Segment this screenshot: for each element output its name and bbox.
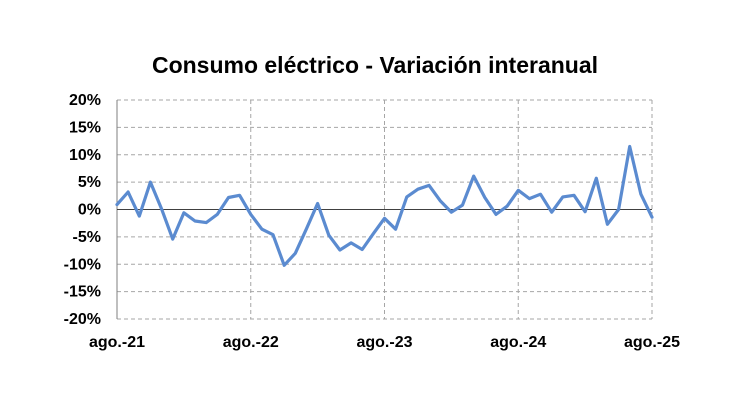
- axes: [116, 100, 652, 319]
- data-point: [338, 249, 341, 252]
- data-point: [461, 204, 464, 207]
- data-point: [517, 189, 520, 192]
- x-tick-label: ago.-23: [356, 334, 412, 351]
- data-point: [450, 211, 453, 214]
- data-point: [651, 216, 654, 219]
- data-point: [238, 194, 241, 197]
- data-point: [372, 232, 375, 235]
- data-point: [428, 184, 431, 187]
- data-point: [506, 205, 509, 208]
- y-tick-label: 10%: [69, 147, 101, 164]
- data-point: [394, 228, 397, 231]
- data-point: [628, 145, 631, 148]
- data-point: [305, 227, 308, 230]
- data-point: [350, 241, 353, 244]
- data-point: [205, 221, 208, 224]
- y-tick-label: 15%: [69, 119, 101, 136]
- data-point: [171, 238, 174, 241]
- data-point: [138, 215, 141, 218]
- y-tick-label: -20%: [64, 311, 101, 328]
- y-tick-label: -5%: [73, 229, 101, 246]
- data-point: [550, 211, 553, 214]
- data-point: [639, 193, 642, 196]
- x-tick-label: ago.-22: [223, 334, 279, 351]
- data-point: [472, 175, 475, 178]
- data-point: [561, 195, 564, 198]
- data-point: [617, 208, 620, 211]
- data-point: [572, 194, 575, 197]
- data-point: [483, 196, 486, 199]
- y-tick-label: -15%: [64, 284, 101, 301]
- data-point: [283, 264, 286, 267]
- data-point: [494, 213, 497, 216]
- x-tick-label: ago.-24: [490, 334, 546, 351]
- data-point: [272, 233, 275, 236]
- x-tick-labels: ago.-21 ago.-22 ago.-23 ago.-24 ago.-25: [89, 334, 680, 351]
- data-point: [439, 199, 442, 202]
- data-point: [260, 228, 263, 231]
- data-point: [249, 213, 252, 216]
- x-tick-label: ago.-21: [89, 334, 145, 351]
- data-point: [116, 203, 119, 206]
- data-point: [182, 211, 185, 214]
- x-tick-label: ago.-25: [624, 334, 680, 351]
- series-line: [115, 144, 654, 267]
- y-tick-label: -10%: [64, 256, 101, 273]
- data-point: [127, 190, 130, 193]
- data-point: [606, 223, 609, 226]
- data-point: [584, 210, 587, 213]
- y-tick-label: 20%: [69, 92, 101, 109]
- data-point: [383, 217, 386, 220]
- data-point: [361, 248, 364, 251]
- data-point: [160, 207, 163, 210]
- data-point: [227, 196, 230, 199]
- data-point: [216, 213, 219, 216]
- data-point: [595, 177, 598, 180]
- data-point: [316, 202, 319, 205]
- y-tick-labels: 20% 15% 10% 5% 0% -5% -10% -15% -20%: [64, 92, 101, 328]
- series-group: [115, 144, 654, 267]
- grid-lines: [116, 99, 653, 320]
- data-point: [294, 252, 297, 255]
- y-tick-label: 0%: [78, 202, 101, 219]
- y-tick-label: 5%: [78, 174, 101, 191]
- data-point: [539, 193, 542, 196]
- data-point: [327, 234, 330, 237]
- data-point: [416, 188, 419, 191]
- data-point: [405, 195, 408, 198]
- data-point: [149, 181, 152, 184]
- data-point: [194, 219, 197, 222]
- chart-title: Consumo eléctrico - Variación interanual: [151, 52, 599, 78]
- data-point: [528, 197, 531, 200]
